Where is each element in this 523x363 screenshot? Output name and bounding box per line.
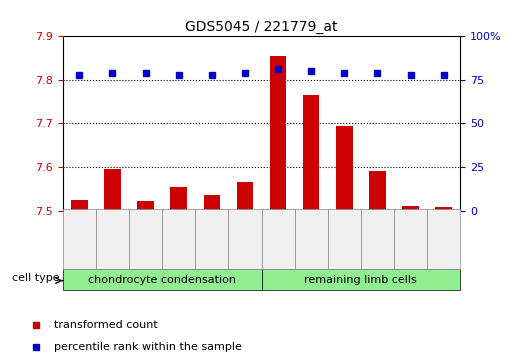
Bar	[236, 182, 253, 211]
FancyBboxPatch shape	[427, 209, 460, 269]
Bar	[137, 200, 154, 211]
FancyBboxPatch shape	[294, 209, 328, 269]
Bar	[369, 171, 385, 211]
FancyBboxPatch shape	[195, 209, 229, 269]
Text: percentile rank within the sample: percentile rank within the sample	[54, 342, 242, 352]
FancyBboxPatch shape	[129, 209, 162, 269]
FancyBboxPatch shape	[96, 209, 129, 269]
FancyBboxPatch shape	[63, 209, 96, 269]
Text: chondrocyte condensation: chondrocyte condensation	[88, 274, 236, 285]
Bar	[303, 95, 320, 211]
Bar	[71, 200, 87, 211]
FancyBboxPatch shape	[328, 209, 361, 269]
Title: GDS5045 / 221779_at: GDS5045 / 221779_at	[185, 20, 338, 34]
FancyBboxPatch shape	[63, 269, 262, 290]
Text: cell type: cell type	[12, 273, 60, 284]
FancyBboxPatch shape	[262, 209, 294, 269]
FancyBboxPatch shape	[162, 209, 195, 269]
Bar	[104, 169, 121, 211]
FancyBboxPatch shape	[361, 209, 394, 269]
Bar	[270, 56, 287, 211]
Text: remaining limb cells: remaining limb cells	[304, 274, 417, 285]
Bar	[170, 187, 187, 211]
FancyBboxPatch shape	[229, 209, 262, 269]
Bar	[203, 195, 220, 211]
Bar	[402, 206, 419, 211]
Text: transformed count: transformed count	[54, 320, 158, 330]
Bar	[336, 126, 353, 211]
FancyBboxPatch shape	[262, 269, 460, 290]
FancyBboxPatch shape	[394, 209, 427, 269]
Bar	[435, 207, 452, 211]
